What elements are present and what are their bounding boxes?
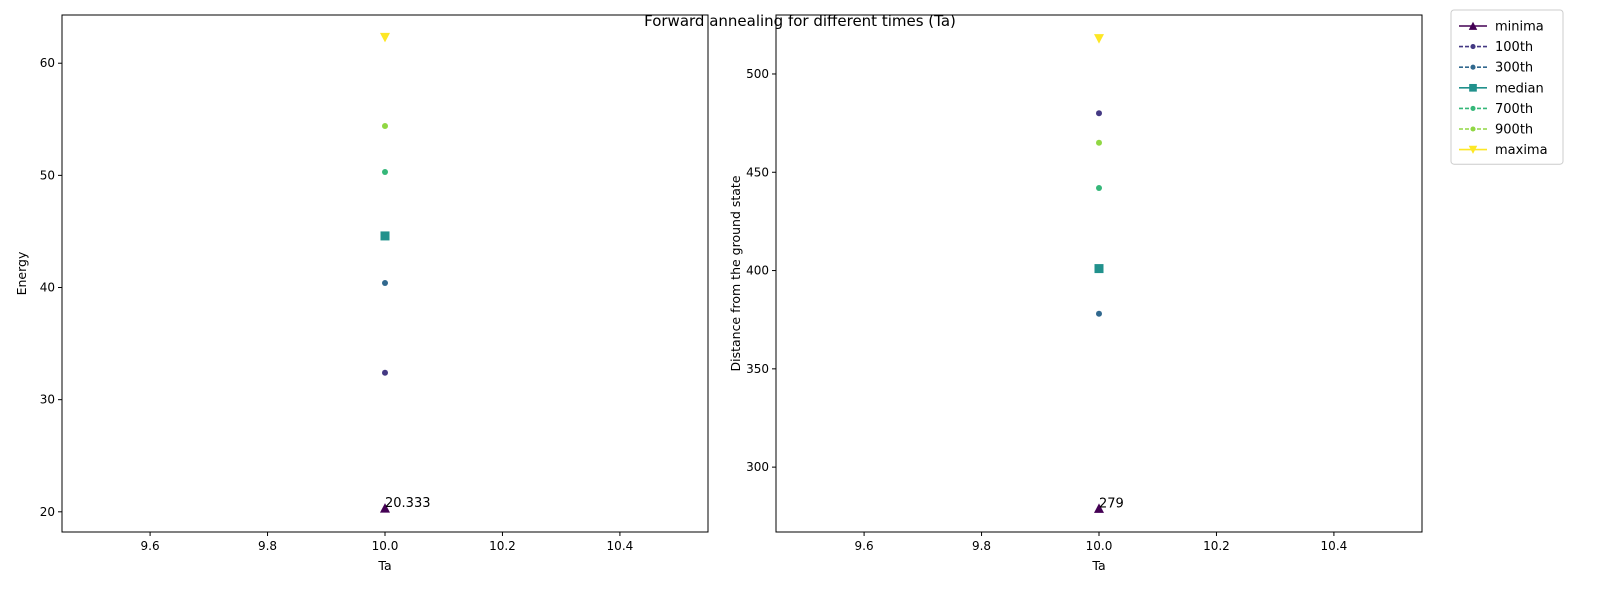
plot-panel-2: 9.6 9.8 10.0 10.2 10.4 300 350 400 450 500 Ta Dista… xyxy=(728,14,1423,573)
chart-title: Forward annealing for different times (T… xyxy=(644,12,956,30)
legend-marker xyxy=(1469,83,1477,92)
legend-label: median xyxy=(1495,81,1544,96)
legend-marker xyxy=(1468,145,1478,154)
axes-frame xyxy=(775,14,1423,533)
data-point-maxima xyxy=(1094,34,1104,44)
legend-marker xyxy=(1470,64,1476,70)
data-point-100th xyxy=(1096,110,1102,117)
legend: minima 100th 300th median 700th 900th maxima xyxy=(1450,9,1564,165)
data-point-minima xyxy=(380,503,390,513)
x-tick-label: 10.4 xyxy=(1321,539,1348,553)
x-tick-label: 10.0 xyxy=(372,539,399,553)
data-point-median xyxy=(380,231,390,241)
data-point-900th xyxy=(1096,139,1102,146)
x-tick-label: 9.6 xyxy=(141,539,160,553)
data-point-median xyxy=(1094,264,1104,274)
legend-item-700th: 700th xyxy=(1459,102,1533,117)
data-point-900th xyxy=(382,123,388,130)
x-tick-label: 10.0 xyxy=(1086,539,1113,553)
y-axis-label: Energy xyxy=(14,251,29,295)
legend-label: 900th xyxy=(1495,123,1533,138)
legend-label: 700th xyxy=(1495,102,1533,117)
x-tick-label: 10.2 xyxy=(489,539,516,553)
data-point-maxima xyxy=(380,32,390,43)
plot-panel-1: 9.6 9.8 10.0 10.2 10.4 20 30 40 50 60 Ta Energy 20.3… xyxy=(14,14,709,573)
y-tick-label: 40 xyxy=(40,281,55,295)
data-point-minima xyxy=(1094,503,1104,513)
y-tick-label: 60 xyxy=(40,56,55,70)
x-tick-label: 10.2 xyxy=(1203,539,1230,553)
legend-label: minima xyxy=(1495,20,1544,35)
legend-marker xyxy=(1470,126,1476,132)
legend-item-median: median xyxy=(1459,81,1544,96)
data-point-300th xyxy=(382,280,388,287)
min-annotation: 20.333 xyxy=(385,496,431,511)
axes-frame xyxy=(61,14,709,533)
y-tick-label: 450 xyxy=(746,165,769,179)
legend-marker xyxy=(1468,21,1478,30)
legend-item-100th: 100th xyxy=(1459,40,1533,55)
data-point-700th xyxy=(1096,184,1102,191)
legend-item-300th: 300th xyxy=(1459,61,1533,76)
legend-label: 300th xyxy=(1495,61,1533,76)
y-axis-label: Distance from the ground state xyxy=(728,175,743,371)
data-point-100th xyxy=(382,369,388,376)
y-tick-label: 300 xyxy=(746,460,769,474)
legend-label: 100th xyxy=(1495,40,1533,55)
data-point-700th xyxy=(382,169,388,176)
min-annotation: 279 xyxy=(1099,496,1124,511)
data-point-300th xyxy=(1096,310,1102,317)
y-tick-label: 500 xyxy=(746,67,769,81)
x-tick-label: 9.8 xyxy=(972,539,991,553)
y-tick-label: 350 xyxy=(746,362,769,376)
x-tick-label: 10.4 xyxy=(607,539,634,553)
legend-marker xyxy=(1470,44,1476,50)
legend-marker xyxy=(1470,105,1476,111)
legend-item-maxima: maxima xyxy=(1459,143,1548,158)
legend-item-900th: 900th xyxy=(1459,123,1533,138)
legend-label: maxima xyxy=(1495,143,1548,158)
x-axis-label: Ta xyxy=(377,558,391,573)
x-axis-label: Ta xyxy=(1091,558,1105,573)
y-tick-label: 50 xyxy=(40,168,55,182)
y-tick-label: 400 xyxy=(746,264,769,278)
legend-box xyxy=(1450,9,1564,165)
x-tick-label: 9.6 xyxy=(855,539,874,553)
y-tick-label: 30 xyxy=(40,393,55,407)
y-tick-label: 20 xyxy=(40,505,55,519)
legend-item-minima: minima xyxy=(1459,20,1544,35)
x-tick-label: 9.8 xyxy=(258,539,277,553)
